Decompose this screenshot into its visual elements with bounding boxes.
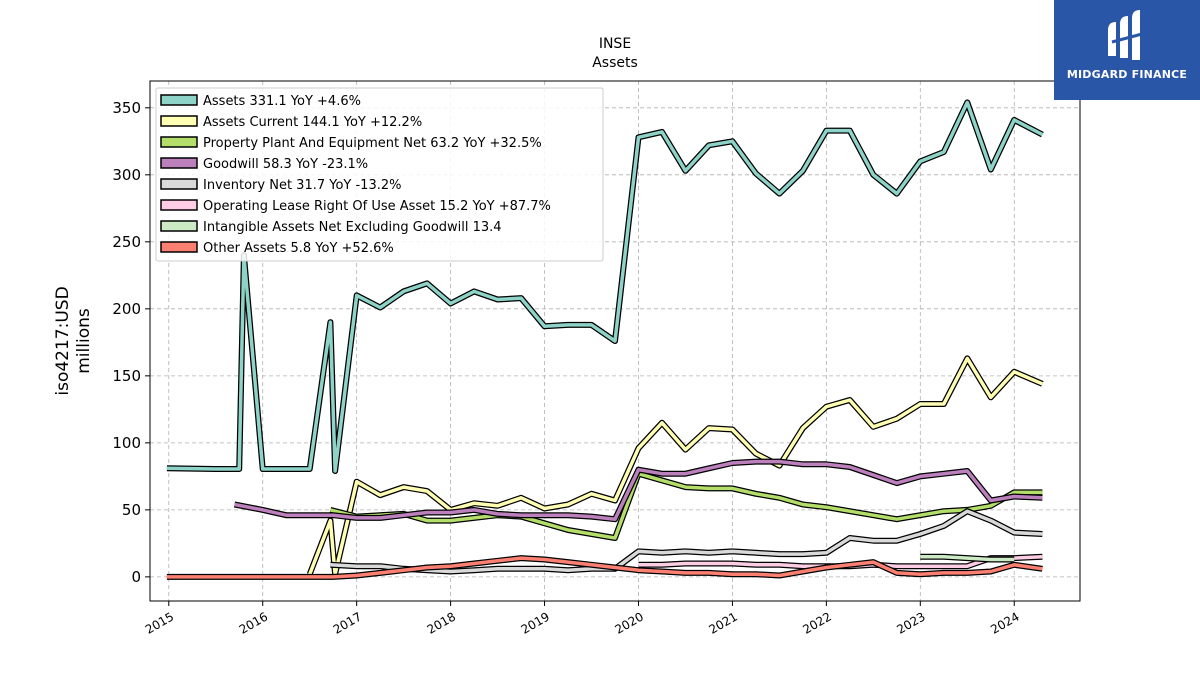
legend-swatch [160,115,198,127]
legend-label: Intangible Assets Net Excluding Goodwill… [203,220,502,235]
legend-swatch [160,220,198,232]
legend-swatch [160,241,198,253]
x-tick-label: 2016 [237,609,270,636]
legend-label: Operating Lease Right Of Use Asset 15.2 … [203,199,551,214]
x-tick-label: 2020 [613,609,646,636]
x-tick-label: 2022 [800,609,833,636]
series-line [329,470,1043,541]
legend: Assets 331.1 YoY +4.6% Assets Current 144… [155,87,604,262]
series-line [166,555,1043,580]
y-tick-label: 0 [131,568,141,586]
x-tick-label: 2015 [143,609,176,636]
x-tick-label: 2017 [331,609,364,636]
series-outline [306,355,1044,578]
legend-label: Assets Current 144.1 YoY +12.2% [203,115,422,130]
y-tick-label: 350 [112,99,141,117]
legend-swatch [160,136,198,148]
plot-frame [149,80,1081,602]
chart-title: INSE [599,36,631,52]
y-tick-label: 250 [112,233,141,251]
series-stroke [330,509,1043,574]
y-tick-label: 200 [112,300,141,318]
series-stroke [166,100,1044,473]
x-tick-label: 2018 [425,609,458,636]
series-line [330,508,1043,575]
legend-swatch [160,157,198,169]
legend-swatch [160,199,198,211]
series-stroke [166,556,1043,579]
series-line [233,458,1043,523]
legend-swatch [160,94,198,106]
logo-text: MIDGARD FINANCE [1066,68,1188,81]
legend-label: Other Assets 5.8 YoY +52.6% [203,241,394,256]
series-line [306,355,1044,578]
x-tick-label: 2023 [894,609,927,636]
legend-label: Property Plant And Equipment Net 63.2 Yo… [203,136,542,151]
y-axis-label: iso4217:USD [53,286,73,395]
series-stroke [234,459,1043,521]
brand-logo: MIDGARD FINANCE [1054,0,1200,100]
series-stroke [329,471,1043,540]
y-tick-label: 300 [112,166,141,184]
logo-mark-icon [1108,10,1143,60]
legend-label: Goodwill 58.3 YoY -23.1% [203,157,368,172]
series-line [920,553,1015,563]
x-tick-label: 2024 [988,609,1021,636]
y-axis-label-unit: millions [74,308,94,374]
series-lines [166,99,1044,580]
y-tick-label: 50 [122,501,141,519]
x-tick-label: 2021 [706,609,739,636]
series-line [166,99,1044,474]
y-tick-label: 100 [112,434,141,452]
legend-label: Inventory Net 31.7 YoY -13.2% [203,178,402,193]
y-tick-label: 150 [112,367,141,385]
series-stroke [920,555,1015,562]
series-stroke [308,356,1044,576]
legend-label: Assets 331.1 YoY +4.6% [203,94,361,109]
legend-box [155,87,604,262]
chart-subtitle: Assets [592,55,638,71]
x-tick-label: 2019 [519,609,552,636]
legend-swatch [160,178,198,190]
